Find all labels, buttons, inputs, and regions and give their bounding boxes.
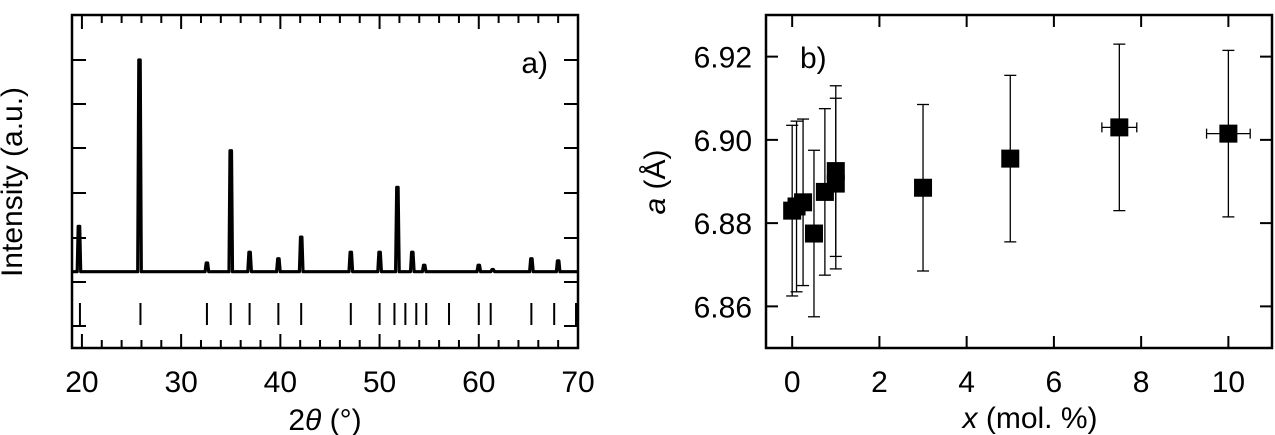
- x-tick-label: 40: [264, 366, 297, 399]
- data-point-marker: [826, 174, 845, 193]
- data-point-marker: [914, 178, 933, 197]
- x-tick-label: 0: [784, 366, 801, 399]
- x-tick-label: 10: [1212, 366, 1245, 399]
- x-tick-label: 60: [462, 366, 495, 399]
- panel-b-x-tick-labels: 0 2 4 6 8 10: [784, 366, 1245, 399]
- data-point-marker: [1219, 124, 1238, 143]
- panel-b-lattice-parameter: 0 2 4 6 8 10 6.86 6.88 6.90 6.92 b) x (mol. %) a…: [639, 13, 1274, 435]
- data-point-marker: [794, 193, 813, 212]
- y-tick-label: 6.86: [694, 291, 752, 324]
- y-tick-label: 6.92: [694, 42, 752, 75]
- x-tick-label: 2: [871, 366, 888, 399]
- y-tick-label: 6.88: [694, 208, 752, 241]
- x-tick-label: 8: [1133, 366, 1150, 399]
- x-tick-label: 50: [363, 366, 396, 399]
- panel-a-y-axis-label: Intensity (a.u.): [0, 87, 29, 277]
- panel-b-y-tick-labels: 6.86 6.88 6.90 6.92: [694, 42, 752, 325]
- panel-a-diffraction-curve: [72, 58, 578, 274]
- panel-a-xrd-pattern: 20 30 40 50 60 70 a) 2θ (°) Intensity (a.u.): [0, 13, 595, 435]
- panel-b-x-axis-label: x (mol. %): [961, 402, 1098, 435]
- panel-b-frame: [764, 13, 1274, 350]
- panel-b-y-axis-label: a (Å): [639, 149, 672, 214]
- panel-b-markers: [783, 118, 1238, 243]
- x-tick-label: 4: [958, 366, 975, 399]
- x-tick-label: 6: [1046, 366, 1063, 399]
- x-tick-label: 20: [65, 366, 98, 399]
- panel-a-label: a): [521, 47, 548, 80]
- data-point-marker: [1110, 118, 1129, 137]
- x-tick-label: 30: [164, 366, 197, 399]
- data-point-marker: [804, 224, 823, 243]
- panel-a-reference-ticks: [78, 303, 578, 325]
- panel-a-frame: [70, 13, 580, 350]
- panel-a-x-axis-label: 2θ (°): [288, 404, 361, 435]
- panel-b-label: b): [800, 42, 827, 75]
- x-tick-label: 70: [561, 366, 594, 399]
- panel-a-ticks: [72, 15, 579, 348]
- panel-b-ticks: [766, 15, 1272, 348]
- y-tick-label: 6.90: [694, 125, 752, 158]
- panel-b-error-bars: [786, 43, 1251, 318]
- panel-a-x-tick-labels: 20 30 40 50 60 70: [65, 366, 594, 399]
- data-point-marker: [1001, 149, 1020, 168]
